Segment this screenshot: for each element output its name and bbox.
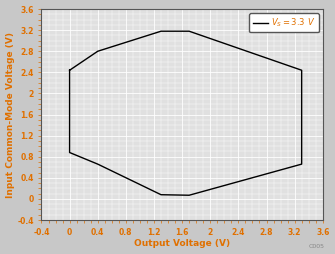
X-axis label: Output Voltage (V): Output Voltage (V) [134,240,230,248]
Y-axis label: Input Common-Mode Voltage (V): Input Common-Mode Voltage (V) [6,31,14,198]
Legend: $V_S = 3.3\ V$: $V_S = 3.3\ V$ [249,13,319,33]
Text: C005: C005 [309,244,325,249]
